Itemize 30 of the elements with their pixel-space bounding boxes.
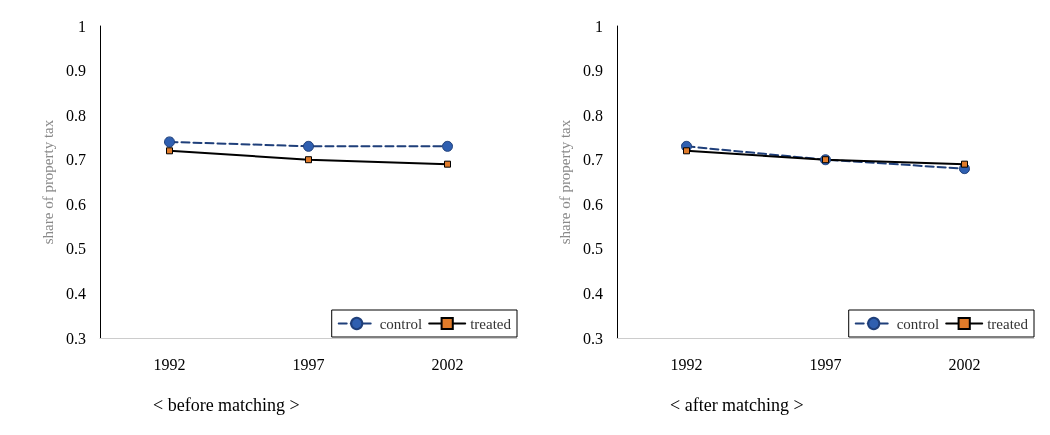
- y-axis-title: share of property tax: [39, 119, 56, 245]
- y-tick-label: 0.4: [583, 284, 603, 302]
- y-tick-label: 0.7: [66, 151, 86, 169]
- x-tick-label: 1997: [292, 355, 325, 373]
- legend-label: control: [896, 315, 940, 332]
- y-tick-label: 0.9: [66, 62, 86, 80]
- y-tick-label: 0.5: [66, 240, 86, 258]
- x-tick-label: 2002: [431, 355, 464, 373]
- y-tick-label: 0.7: [583, 151, 603, 169]
- y-tick-label: 1: [595, 17, 603, 35]
- y-tick-label: 0.5: [583, 240, 603, 258]
- y-tick-label: 0.8: [583, 106, 603, 124]
- y-axis-title: share of property tax: [556, 119, 573, 245]
- x-tick-label: 2002: [948, 355, 981, 373]
- y-tick-label: 0.3: [583, 329, 603, 347]
- x-tick-label: 1992: [153, 355, 186, 373]
- y-tick-label: 0.8: [66, 106, 86, 124]
- x-tick-label: 1992: [670, 355, 703, 373]
- y-tick-label: 0.9: [583, 62, 603, 80]
- legend-label: treated: [470, 315, 512, 332]
- text: < after matching >: [670, 395, 804, 415]
- y-tick-label: 0.6: [66, 195, 86, 213]
- legend-label: control: [379, 315, 423, 332]
- text: < before matching >: [153, 395, 300, 415]
- y-tick-label: 1: [78, 17, 86, 35]
- legend-label: treated: [987, 315, 1029, 332]
- x-tick-label: 1997: [809, 355, 842, 373]
- y-tick-label: 0.4: [66, 284, 86, 302]
- y-tick-label: 0.6: [583, 195, 603, 213]
- y-tick-label: 0.3: [66, 329, 86, 347]
